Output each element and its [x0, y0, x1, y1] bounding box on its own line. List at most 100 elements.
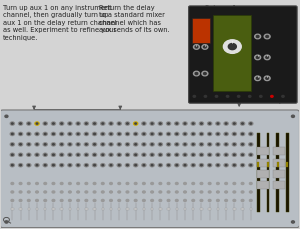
Circle shape	[84, 122, 88, 125]
Circle shape	[184, 199, 186, 202]
Circle shape	[10, 164, 14, 167]
Bar	[159, 208, 161, 210]
Circle shape	[250, 154, 252, 155]
Circle shape	[176, 183, 178, 185]
Circle shape	[143, 133, 145, 135]
Circle shape	[94, 154, 95, 155]
Circle shape	[92, 122, 97, 125]
Circle shape	[92, 143, 97, 146]
Circle shape	[19, 199, 22, 202]
Circle shape	[208, 183, 211, 185]
Circle shape	[60, 183, 63, 185]
Circle shape	[228, 44, 236, 50]
Circle shape	[192, 133, 194, 135]
Circle shape	[225, 133, 227, 135]
Circle shape	[84, 153, 88, 156]
Circle shape	[28, 154, 30, 155]
Circle shape	[266, 77, 268, 79]
Bar	[267, 133, 269, 212]
Circle shape	[233, 133, 235, 135]
Circle shape	[68, 132, 72, 136]
Circle shape	[192, 165, 194, 166]
Circle shape	[52, 191, 55, 193]
Circle shape	[117, 143, 121, 146]
Circle shape	[250, 133, 252, 135]
Circle shape	[225, 199, 227, 202]
Circle shape	[233, 144, 235, 145]
Circle shape	[232, 122, 236, 125]
Circle shape	[36, 123, 38, 124]
Circle shape	[216, 153, 220, 156]
Circle shape	[241, 191, 244, 193]
Circle shape	[85, 165, 87, 166]
Bar	[277, 162, 279, 166]
Circle shape	[35, 132, 39, 136]
Circle shape	[118, 154, 120, 155]
Circle shape	[215, 95, 218, 97]
Circle shape	[241, 153, 244, 156]
Circle shape	[256, 77, 259, 79]
Circle shape	[249, 191, 252, 193]
Circle shape	[134, 153, 138, 156]
Circle shape	[151, 165, 153, 166]
Circle shape	[194, 71, 200, 76]
Circle shape	[204, 46, 206, 48]
Circle shape	[191, 143, 195, 146]
Bar	[257, 170, 268, 178]
Circle shape	[110, 154, 112, 155]
Circle shape	[266, 35, 268, 38]
Circle shape	[217, 183, 219, 185]
Circle shape	[226, 95, 229, 97]
Circle shape	[216, 132, 220, 136]
Circle shape	[224, 40, 241, 53]
Circle shape	[160, 154, 161, 155]
Circle shape	[249, 143, 253, 146]
Circle shape	[77, 191, 80, 193]
Circle shape	[260, 95, 262, 97]
Circle shape	[28, 133, 30, 135]
Circle shape	[44, 191, 46, 193]
Circle shape	[255, 34, 261, 39]
Circle shape	[44, 154, 46, 155]
Circle shape	[184, 133, 186, 135]
Circle shape	[184, 154, 186, 155]
Circle shape	[159, 191, 162, 193]
Circle shape	[44, 123, 46, 124]
Circle shape	[183, 164, 187, 167]
Circle shape	[60, 191, 63, 193]
Circle shape	[249, 164, 253, 167]
Circle shape	[208, 153, 212, 156]
Circle shape	[35, 164, 39, 167]
Circle shape	[19, 164, 22, 167]
Circle shape	[126, 191, 129, 193]
Bar	[20, 208, 22, 210]
Circle shape	[10, 132, 14, 136]
Circle shape	[224, 132, 228, 136]
Circle shape	[168, 154, 169, 155]
Circle shape	[151, 191, 154, 193]
Circle shape	[249, 95, 251, 97]
Bar	[184, 208, 186, 210]
Circle shape	[69, 123, 71, 124]
Circle shape	[101, 143, 105, 146]
Circle shape	[224, 143, 228, 146]
Circle shape	[192, 183, 195, 185]
Circle shape	[225, 165, 227, 166]
Circle shape	[233, 199, 236, 202]
Circle shape	[142, 164, 146, 167]
Bar	[192, 19, 210, 43]
Circle shape	[101, 153, 105, 156]
Circle shape	[11, 199, 14, 202]
Circle shape	[167, 153, 171, 156]
Circle shape	[200, 183, 203, 185]
Circle shape	[158, 164, 162, 167]
Circle shape	[10, 122, 14, 125]
Bar	[257, 147, 268, 155]
Circle shape	[183, 132, 187, 136]
Circle shape	[27, 183, 30, 185]
Circle shape	[61, 144, 62, 145]
Circle shape	[85, 183, 88, 185]
Circle shape	[241, 132, 244, 136]
Circle shape	[92, 153, 97, 156]
Circle shape	[85, 154, 87, 155]
